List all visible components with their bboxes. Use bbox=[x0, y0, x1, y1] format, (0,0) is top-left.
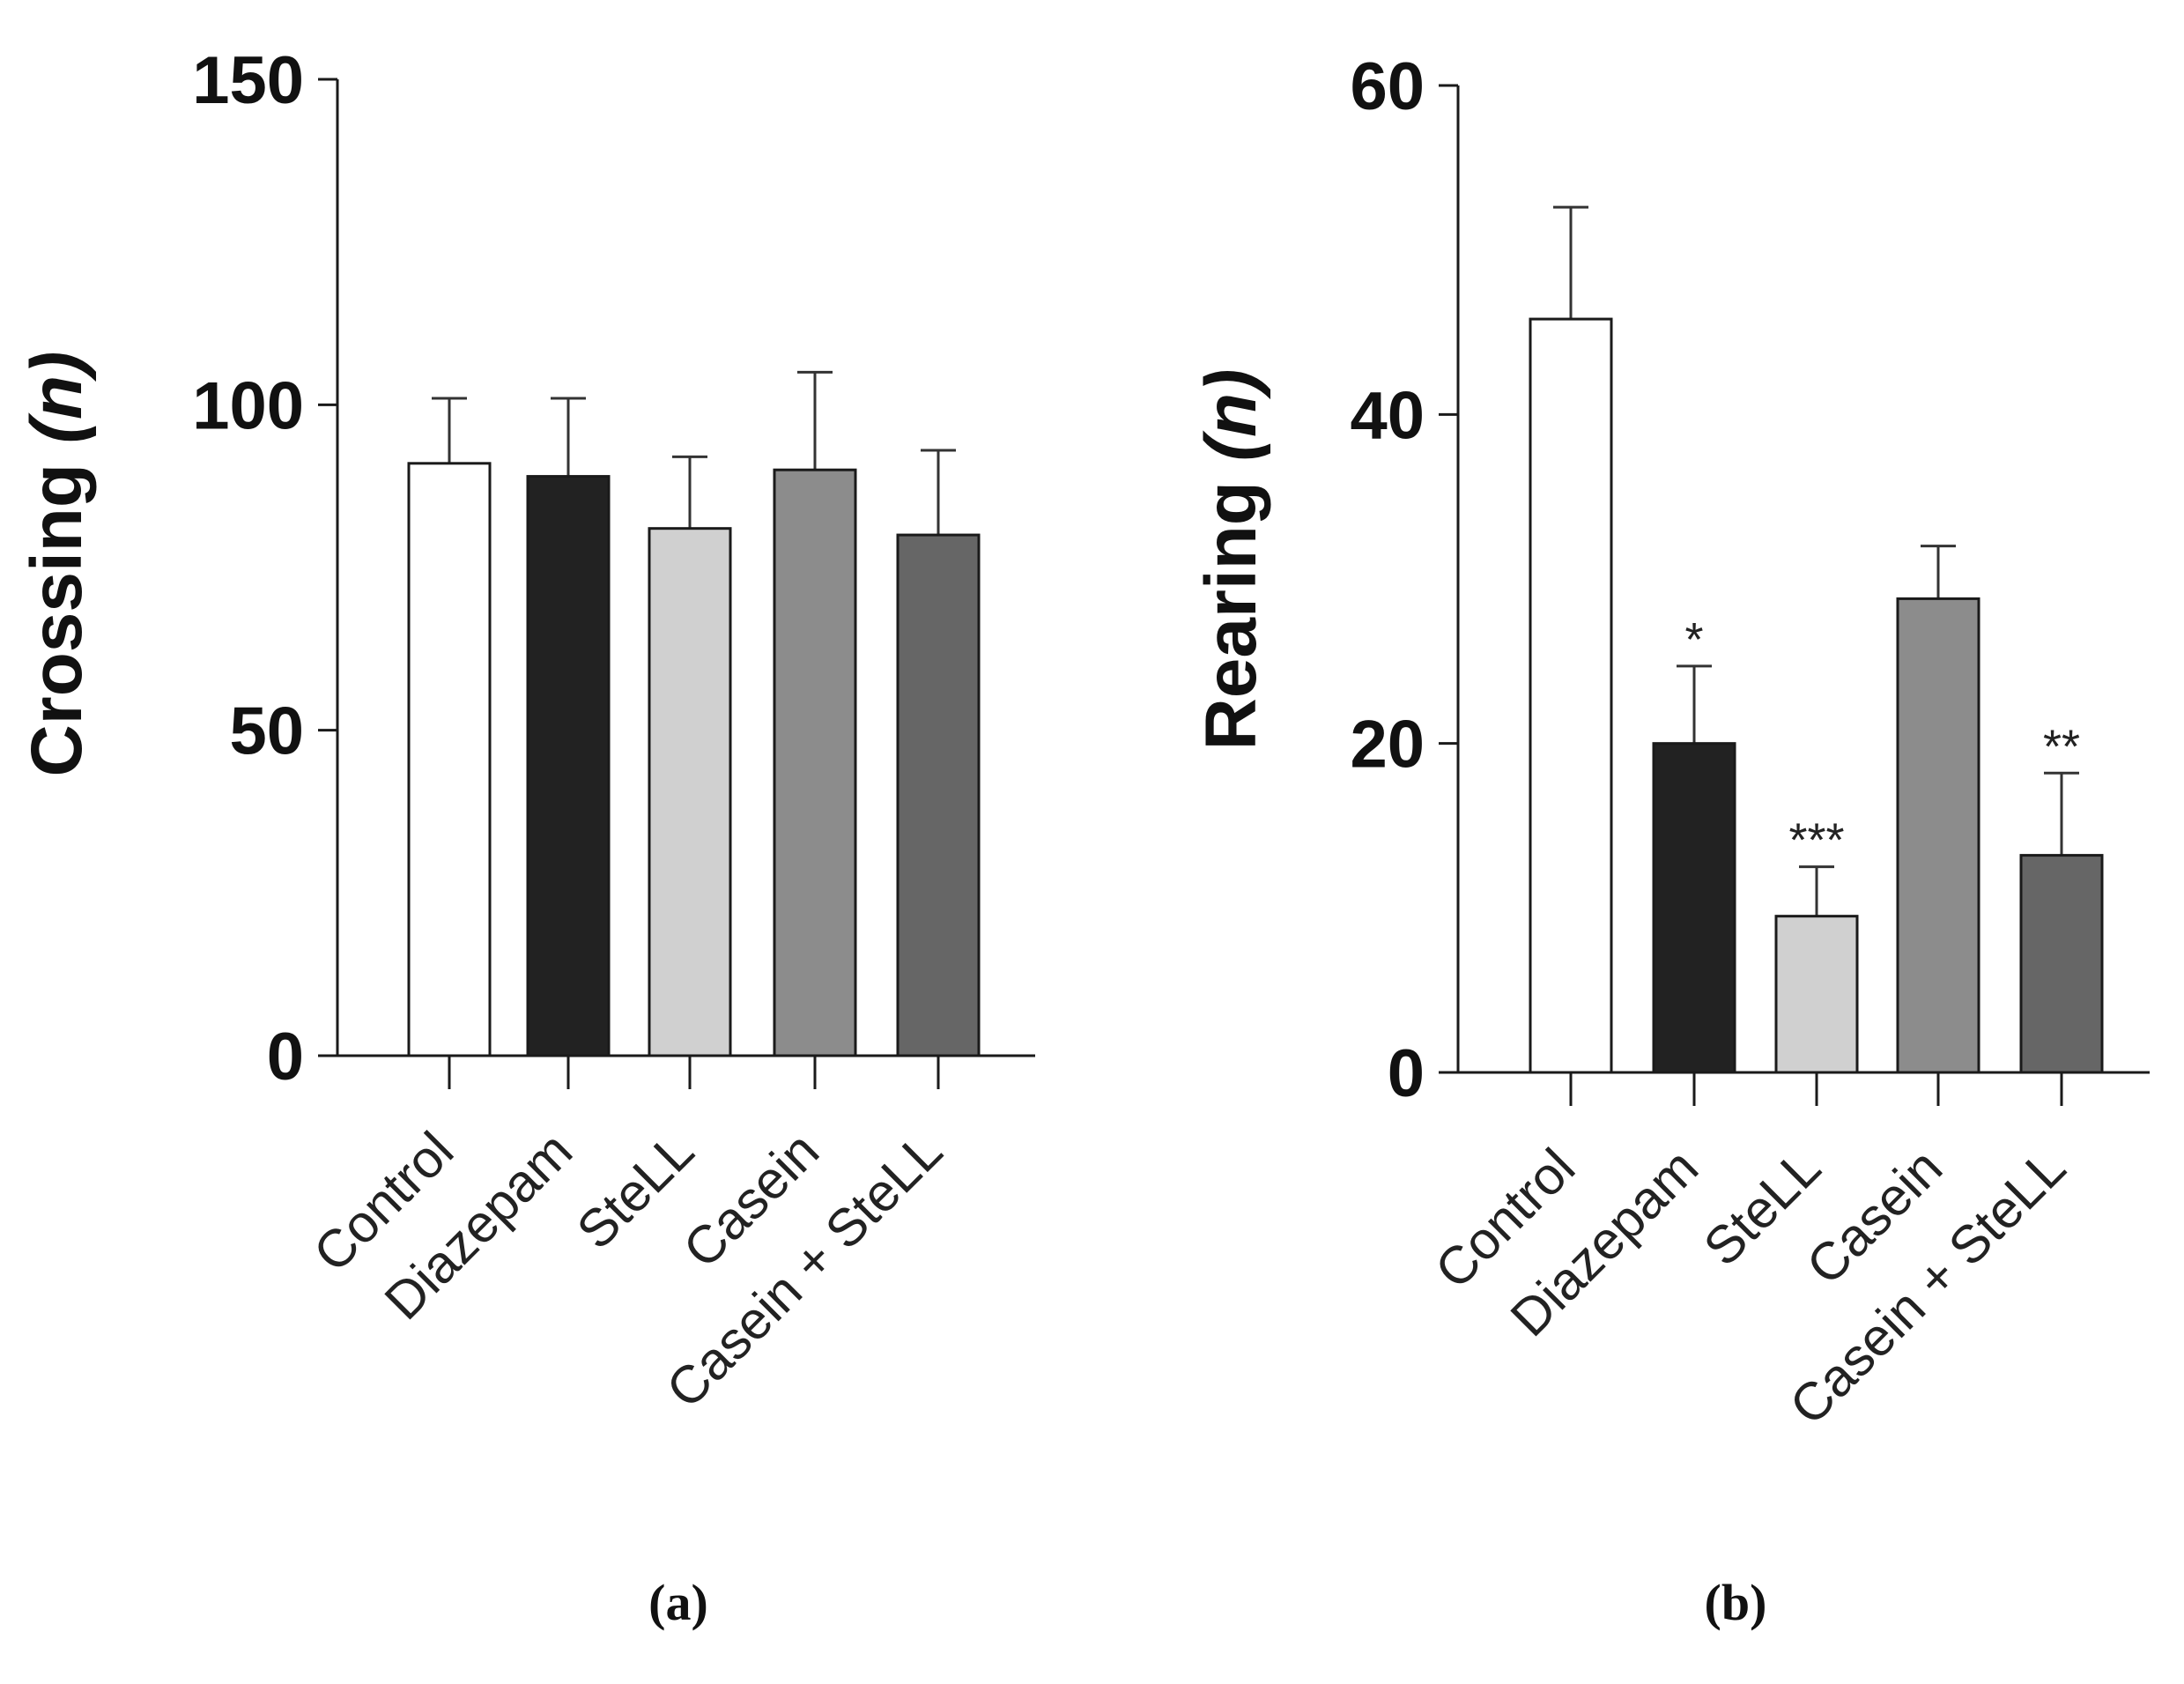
bar bbox=[1529, 317, 1613, 1074]
y-axis-title: Rearing (n) bbox=[1191, 369, 1271, 751]
y-axis-title-unit: (n) bbox=[17, 352, 97, 444]
y-tick-label: 60 bbox=[1350, 49, 1425, 124]
panel-label: (b) bbox=[1705, 1574, 1767, 1631]
y-axis-title-text: Rearing bbox=[1191, 461, 1271, 750]
bar bbox=[1652, 742, 1736, 1074]
y-tick-label: 0 bbox=[267, 1020, 304, 1094]
panel-label: (a) bbox=[648, 1574, 708, 1631]
y-tick-label: 50 bbox=[229, 694, 304, 769]
y-axis-title-text: Crossing bbox=[17, 443, 97, 776]
bar bbox=[2019, 854, 2104, 1074]
bar bbox=[526, 475, 611, 1057]
bar bbox=[773, 468, 857, 1057]
y-tick-label: 40 bbox=[1350, 378, 1425, 453]
y-tick-label: 0 bbox=[1388, 1036, 1425, 1111]
bar bbox=[1896, 597, 1980, 1074]
y-tick-label: 20 bbox=[1350, 708, 1425, 783]
y-axis-title-unit: (n) bbox=[1191, 369, 1271, 462]
bar bbox=[1774, 915, 1859, 1074]
y-tick-label: 100 bbox=[192, 368, 304, 443]
significance-label: ** bbox=[2043, 720, 2080, 773]
y-axis-title: Crossing (n) bbox=[17, 352, 97, 777]
y-tick-label: 150 bbox=[192, 43, 304, 118]
significance-label: * bbox=[1684, 613, 1703, 666]
bar bbox=[648, 527, 732, 1057]
significance-label: *** bbox=[1788, 814, 1844, 867]
bar bbox=[896, 533, 981, 1057]
bar bbox=[407, 462, 492, 1057]
